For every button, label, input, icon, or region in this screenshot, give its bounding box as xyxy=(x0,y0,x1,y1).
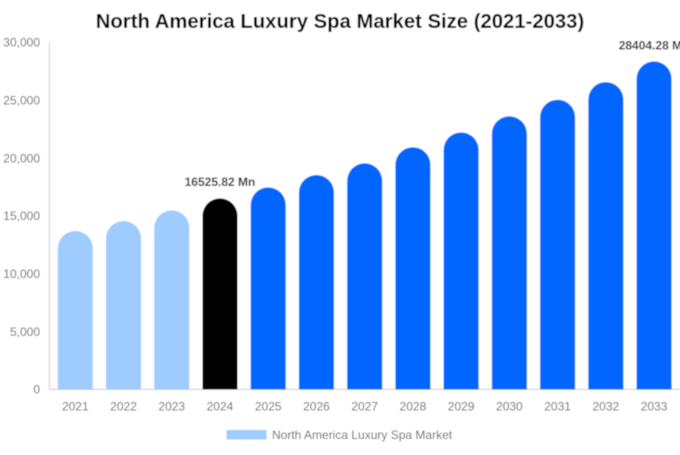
svg-text:2022: 2022 xyxy=(110,400,137,414)
svg-text:28404.28 Mn: 28404.28 Mn xyxy=(619,39,680,53)
svg-text:10,000: 10,000 xyxy=(3,267,40,281)
svg-text:2028: 2028 xyxy=(400,400,427,414)
svg-text:16525.82 Mn: 16525.82 Mn xyxy=(185,175,256,189)
svg-text:2032: 2032 xyxy=(592,400,619,414)
svg-text:2024: 2024 xyxy=(207,400,234,414)
svg-text:2026: 2026 xyxy=(303,400,330,414)
svg-text:2025: 2025 xyxy=(255,400,282,414)
svg-text:0: 0 xyxy=(33,383,40,397)
svg-text:2031: 2031 xyxy=(544,400,571,414)
svg-text:2023: 2023 xyxy=(158,400,185,414)
svg-text:North America Luxury Spa Marke: North America Luxury Spa Market Size (20… xyxy=(96,11,584,33)
svg-text:2030: 2030 xyxy=(496,400,523,414)
svg-text:2029: 2029 xyxy=(448,400,475,414)
svg-text:30,000: 30,000 xyxy=(3,36,40,50)
svg-text:2033: 2033 xyxy=(641,400,668,414)
svg-text:2021: 2021 xyxy=(62,400,89,414)
svg-text:25,000: 25,000 xyxy=(3,94,40,108)
svg-text:15,000: 15,000 xyxy=(3,209,40,223)
svg-text:2027: 2027 xyxy=(351,400,378,414)
svg-text:North America Luxury Spa Marke: North America Luxury Spa Market xyxy=(272,428,453,442)
svg-text:5,000: 5,000 xyxy=(10,325,40,339)
svg-text:20,000: 20,000 xyxy=(3,151,40,165)
